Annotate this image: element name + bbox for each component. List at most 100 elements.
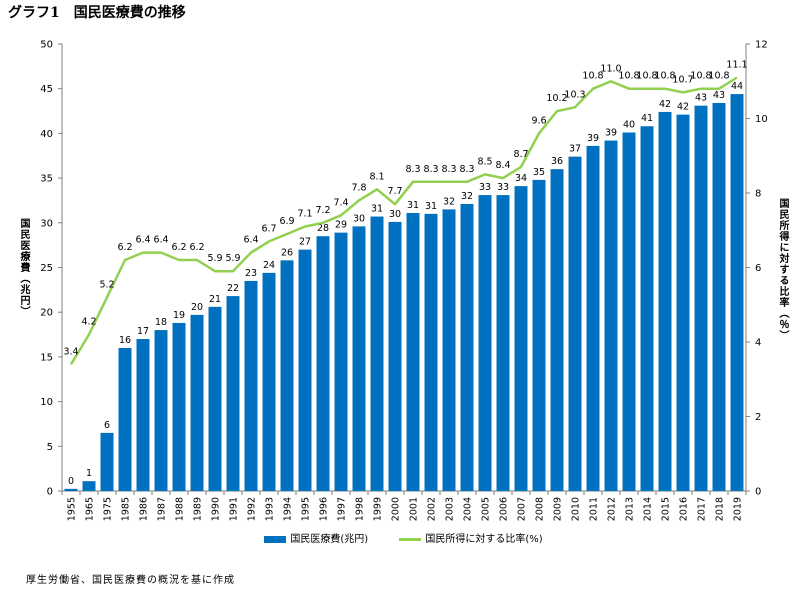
bar-value-label: 17: [137, 326, 149, 337]
y2-tick-label: 0: [755, 487, 761, 498]
y-tick-label: 10: [40, 397, 53, 408]
bar: [136, 339, 150, 491]
line-value-label: 10.8: [636, 71, 657, 82]
bar: [640, 126, 654, 492]
legend-label-bar: 国民医療費(兆円): [290, 534, 369, 545]
bar-value-label: 35: [533, 167, 545, 178]
line-value-label: 5.9: [207, 253, 222, 264]
bar-value-label: 37: [569, 144, 581, 155]
bar-value-label: 18: [155, 317, 167, 328]
bar-value-label: 21: [209, 294, 221, 305]
bar: [478, 195, 492, 491]
x-tick-label: 2008: [535, 497, 546, 521]
bar: [370, 216, 384, 492]
line-value-label: 6.4: [153, 235, 168, 246]
chart-title: グラフ1 国民医療費の推移: [8, 5, 186, 21]
source-note: 厚生労働省、国民医療費の概況を基に作成: [26, 575, 235, 586]
x-tick-label: 2015: [661, 497, 672, 521]
x-tick-label: 1992: [247, 497, 258, 521]
y2-tick-label: 2: [755, 412, 761, 423]
bar-value-label: 43: [695, 93, 707, 104]
bar: [100, 432, 114, 491]
bar-value-label: 40: [623, 120, 635, 131]
x-tick-label: 1988: [175, 497, 186, 521]
chart-plot: 0510152025303540455002468101201955119656…: [40, 40, 768, 522]
y2-tick-label: 10: [755, 114, 768, 125]
bar-value-label: 23: [245, 268, 257, 279]
x-tick-label: 2011: [589, 497, 600, 521]
line-value-label: 10.8: [690, 71, 711, 82]
bar: [280, 260, 294, 491]
line-value-label: 7.4: [333, 197, 348, 208]
x-tick-label: 1991: [229, 497, 240, 521]
y-tick-label: 25: [40, 263, 53, 274]
x-tick-label: 2005: [481, 497, 492, 521]
x-tick-label: 1965: [85, 497, 96, 521]
line-value-label: 10.8: [582, 71, 603, 82]
line-value-label: 6.4: [135, 235, 150, 246]
bar-value-label: 31: [425, 201, 437, 212]
bar-value-label: 32: [461, 191, 473, 202]
bar: [694, 105, 708, 491]
line-value-label: 8.3: [423, 164, 438, 175]
bar: [604, 140, 618, 491]
line-value-label: 8.3: [405, 164, 420, 175]
bar-value-label: 22: [227, 283, 239, 294]
bar-value-label: 31: [371, 204, 383, 215]
x-tick-label: 1999: [373, 497, 384, 521]
line-value-label: 8.3: [441, 164, 456, 175]
x-tick-label: 2019: [733, 497, 744, 521]
bar: [226, 296, 240, 491]
y-tick-label: 30: [40, 218, 53, 229]
bar: [532, 179, 546, 491]
line-value-label: 7.2: [315, 205, 330, 216]
x-tick-label: 2002: [427, 497, 438, 521]
bar: [406, 212, 420, 491]
y2-tick-label: 6: [755, 263, 761, 274]
line-value-label: 6.4: [243, 235, 258, 246]
line-value-label: 10.2: [546, 93, 567, 104]
line-value-label: 7.8: [351, 182, 366, 193]
bar-value-label: 19: [173, 310, 185, 321]
line-value-label: 3.4: [63, 346, 78, 357]
x-tick-label: 1994: [283, 497, 294, 521]
x-tick-label: 2004: [463, 497, 474, 521]
y-tick-label: 20: [40, 308, 53, 319]
x-tick-label: 1987: [157, 497, 168, 521]
y-tick-label: 5: [47, 442, 53, 453]
x-tick-label: 2014: [643, 497, 654, 521]
bar: [568, 156, 582, 492]
x-tick-label: 2000: [391, 497, 402, 521]
bar: [64, 488, 78, 491]
y2-tick-label: 4: [755, 338, 761, 349]
line-value-label: 10.8: [654, 71, 675, 82]
x-tick-label: 2010: [571, 497, 582, 521]
bar-value-label: 43: [713, 90, 725, 101]
bar: [658, 111, 672, 491]
line-value-label: 10.8: [618, 71, 639, 82]
x-tick-label: 2001: [409, 497, 420, 521]
legend-swatch-bar: [264, 535, 287, 543]
bar-value-label: 0: [68, 476, 74, 487]
bar: [622, 132, 636, 492]
bar: [334, 232, 348, 491]
bar-value-label: 36: [551, 156, 563, 167]
y-tick-label: 0: [47, 487, 53, 498]
x-tick-label: 2009: [553, 497, 564, 521]
x-tick-label: 2016: [679, 497, 690, 521]
y-tick-label: 35: [40, 174, 53, 185]
legend-item-line: 国民所得に対する比率(%): [399, 530, 543, 545]
line-value-label: 7.7: [387, 186, 402, 197]
bar: [388, 221, 402, 491]
legend-item-bar: 国民医療費(兆円): [264, 530, 368, 545]
bar-value-label: 27: [299, 237, 311, 248]
line-value-label: 8.1: [369, 171, 384, 182]
x-tick-label: 1997: [337, 497, 348, 521]
bar-value-label: 39: [605, 128, 617, 139]
bar-value-label: 41: [641, 113, 653, 124]
line-value-label: 11.0: [600, 63, 621, 74]
y2-tick-label: 8: [755, 189, 761, 200]
bar-value-label: 26: [281, 247, 293, 258]
bar-value-label: 44: [731, 81, 743, 92]
line-value-label: 6.2: [171, 242, 186, 253]
